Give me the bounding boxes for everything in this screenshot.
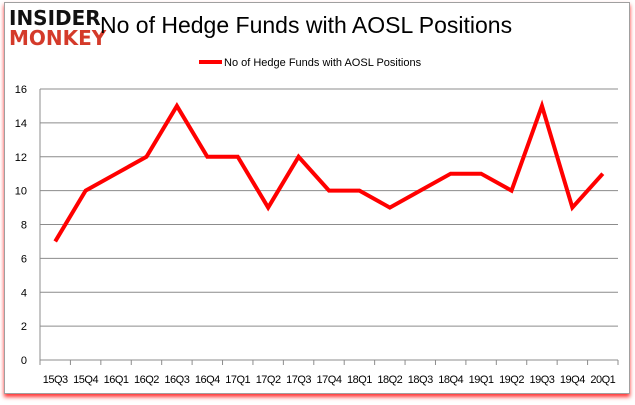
series-line — [53, 99, 605, 243]
x-tick-label: 19Q1 — [469, 374, 494, 386]
x-tick-label: 20Q1 — [590, 374, 615, 386]
x-tick-label: 17Q4 — [317, 374, 342, 386]
logo-line1: INSIDER — [9, 6, 101, 30]
x-tick-label: 19Q3 — [529, 374, 554, 386]
x-tick-label: 16Q3 — [164, 374, 189, 386]
x-tick-label: 19Q2 — [499, 374, 524, 386]
y-tick-label: 0 — [21, 355, 27, 367]
x-tick-label: 17Q3 — [286, 374, 311, 386]
x-tick-label: 16Q1 — [104, 374, 129, 386]
y-tick-label: 16 — [15, 84, 27, 96]
y-tick-label: 4 — [21, 287, 27, 299]
x-tick-label: 15Q4 — [73, 374, 98, 386]
y-tick-label: 8 — [21, 220, 27, 232]
x-tick-label: 19Q4 — [560, 374, 585, 386]
y-tick-label: 12 — [15, 152, 27, 164]
chart-frame — [4, 2, 630, 394]
y-tick-label: 2 — [21, 321, 27, 333]
x-tick-label: 17Q2 — [256, 374, 281, 386]
logo-line2: MONKEY — [9, 26, 107, 50]
x-tick-label: 18Q1 — [347, 374, 372, 386]
x-tick-label: 18Q3 — [408, 374, 433, 386]
x-tick-label: 15Q3 — [43, 374, 68, 386]
legend-label: No of Hedge Funds with AOSL Positions — [224, 57, 422, 69]
insider-monkey-logo: INSIDER MONKEY — [9, 8, 106, 48]
y-tick-label: 6 — [21, 253, 27, 265]
y-tick-label: 14 — [15, 118, 27, 130]
y-tick-label: 10 — [15, 186, 27, 198]
x-tick-label: 17Q1 — [225, 374, 250, 386]
x-tick-label: 18Q2 — [377, 374, 402, 386]
x-tick-label: 16Q4 — [195, 374, 220, 386]
chart-title: No of Hedge Funds with AOSL Positions — [100, 12, 513, 38]
x-tick-label: 16Q2 — [134, 374, 159, 386]
x-tick-label: 18Q4 — [438, 374, 463, 386]
